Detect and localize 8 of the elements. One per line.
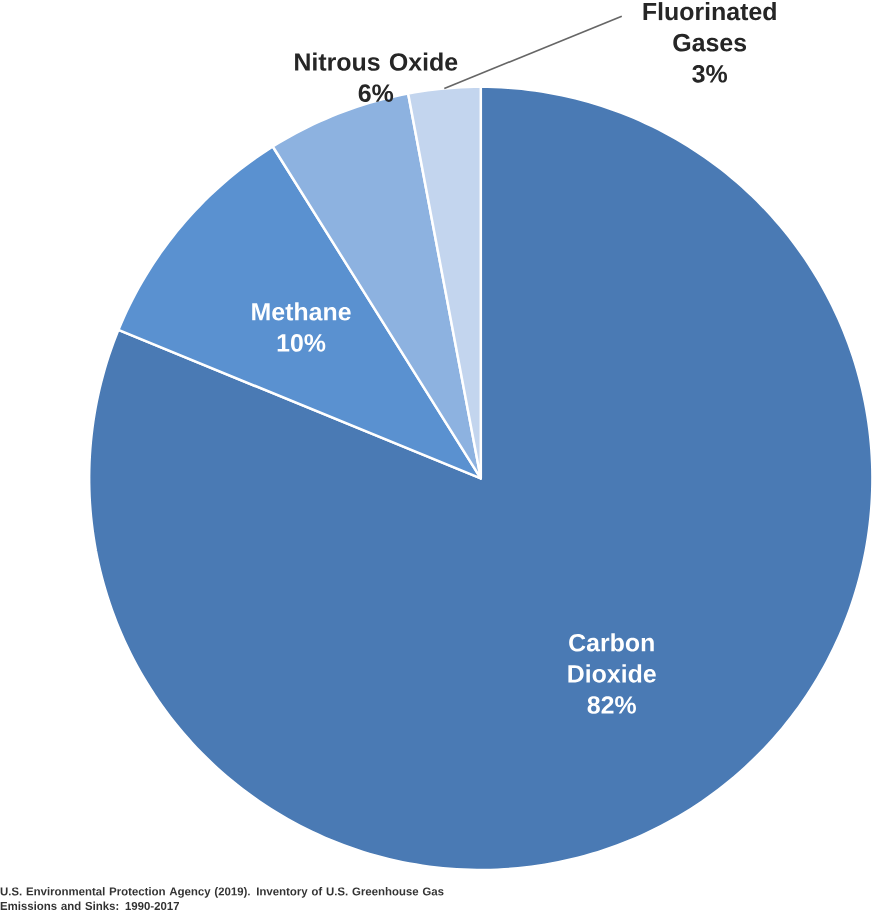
slice-label: Nitrous Oxide <box>295 52 458 71</box>
data-label: 10% <box>277 334 326 352</box>
data-label: 3% <box>692 65 728 83</box>
data-label: 82% <box>587 696 637 714</box>
data-label: 6% <box>358 84 394 102</box>
slice-label: Methane <box>252 302 351 321</box>
slice-label: Carbon Dioxide <box>568 633 656 683</box>
slice-label: Fluorinated Gases <box>643 2 776 52</box>
